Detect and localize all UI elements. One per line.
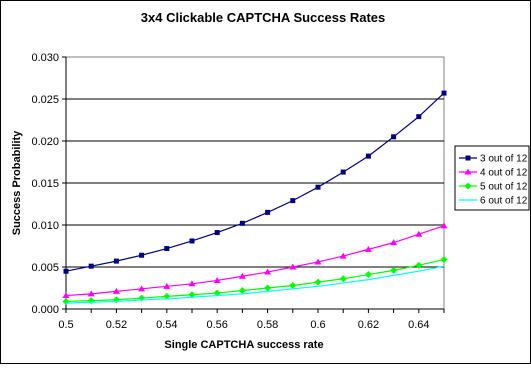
- data-point: [289, 263, 297, 270]
- series-5-out-of-12: [62, 255, 448, 305]
- series-6-out-of-12: [65, 265, 445, 304]
- data-point: [391, 134, 397, 140]
- data-point: [315, 184, 321, 190]
- y-tick-label: 0.010: [31, 220, 59, 232]
- data-point: [364, 271, 372, 279]
- legend: 3 out of 12 4 out of 12 5 out of 12 6 out o…: [454, 145, 530, 211]
- data-point: [164, 246, 170, 252]
- data-point: [339, 252, 347, 259]
- data-point: [415, 261, 423, 269]
- data-point: [416, 114, 422, 120]
- data-point: [314, 278, 322, 286]
- data-point: [440, 222, 448, 229]
- data-point: [239, 220, 245, 226]
- series-line: [65, 265, 445, 304]
- data-point: [290, 198, 296, 204]
- legend-label: 6 out of 12: [480, 196, 528, 207]
- data-point: [441, 90, 447, 96]
- data-point: [314, 258, 322, 265]
- data-point: [112, 287, 120, 294]
- series-line: [65, 92, 445, 272]
- data-point: [390, 266, 398, 274]
- y-tick-label: 0.025: [31, 94, 59, 106]
- data-point: [365, 153, 371, 159]
- y-tick-label: 0.030: [31, 52, 59, 64]
- data-point: [289, 281, 297, 289]
- x-tick-label: 0.5: [58, 319, 73, 331]
- data-point: [339, 275, 347, 283]
- x-axis-title: Single CAPTCHA success rate: [164, 339, 323, 351]
- data-point: [364, 245, 372, 252]
- y-axis-title: Success Probability: [11, 130, 23, 235]
- data-point: [415, 230, 423, 237]
- data-point: [390, 239, 398, 246]
- data-point: [138, 285, 146, 292]
- y-tick-label: 0.020: [31, 136, 59, 148]
- series-line: [65, 225, 445, 297]
- data-point: [62, 292, 70, 299]
- data-point: [163, 292, 171, 300]
- legend-entry: 4 out of 12: [459, 168, 528, 179]
- data-point: [464, 182, 472, 190]
- data-point: [87, 290, 95, 297]
- series-layer: [62, 90, 448, 305]
- data-point: [139, 252, 145, 258]
- y-tick-label: 0.005: [31, 262, 59, 274]
- series-3-out-of-12: [63, 90, 447, 274]
- data-point: [340, 169, 346, 175]
- series-4-out-of-12: [62, 222, 448, 299]
- data-point: [188, 280, 196, 287]
- data-point: [264, 268, 272, 275]
- data-point: [163, 282, 171, 289]
- legend-entry: 6 out of 12: [459, 196, 528, 207]
- data-point: [238, 287, 246, 295]
- data-point: [465, 155, 471, 161]
- chart-title: 3x4 Clickable CAPTCHA Success Rates: [141, 10, 385, 25]
- data-point: [213, 276, 221, 283]
- chart-svg: 3x4 Clickable CAPTCHA Success Rates 0.00…: [11, 10, 530, 351]
- legend-entry: 3 out of 12: [459, 154, 528, 165]
- data-point: [214, 230, 220, 236]
- series-line: [65, 258, 445, 303]
- axes: 0.000 0.005 0.010 0.015 0.020 0.025 0.030 0.5 0.…: [31, 52, 445, 331]
- data-point: [213, 289, 221, 297]
- x-tick-label: 0.6: [310, 319, 325, 331]
- legend-label: 5 out of 12: [480, 182, 528, 193]
- x-tick-label: 0.52: [106, 319, 127, 331]
- data-point: [63, 268, 69, 274]
- gridlines: [66, 98, 444, 268]
- data-point: [189, 238, 195, 244]
- data-point: [440, 255, 448, 263]
- data-point: [464, 168, 472, 175]
- data-point: [113, 258, 119, 264]
- x-tick-label: 0.56: [206, 319, 227, 331]
- data-point: [188, 291, 196, 299]
- data-point: [238, 272, 246, 279]
- data-point: [264, 284, 272, 292]
- x-tick-label: 0.62: [358, 319, 379, 331]
- x-tick-label: 0.54: [156, 319, 177, 331]
- legend-entry: 5 out of 12: [459, 182, 528, 193]
- x-tick-label: 0.58: [257, 319, 278, 331]
- y-tick-label: 0.000: [31, 304, 59, 316]
- data-point: [88, 263, 94, 269]
- legend-label: 4 out of 12: [480, 168, 528, 179]
- data-point: [265, 209, 271, 215]
- y-tick-label: 0.015: [31, 178, 59, 190]
- x-tick-label: 0.64: [408, 319, 429, 331]
- legend-label: 3 out of 12: [480, 154, 528, 165]
